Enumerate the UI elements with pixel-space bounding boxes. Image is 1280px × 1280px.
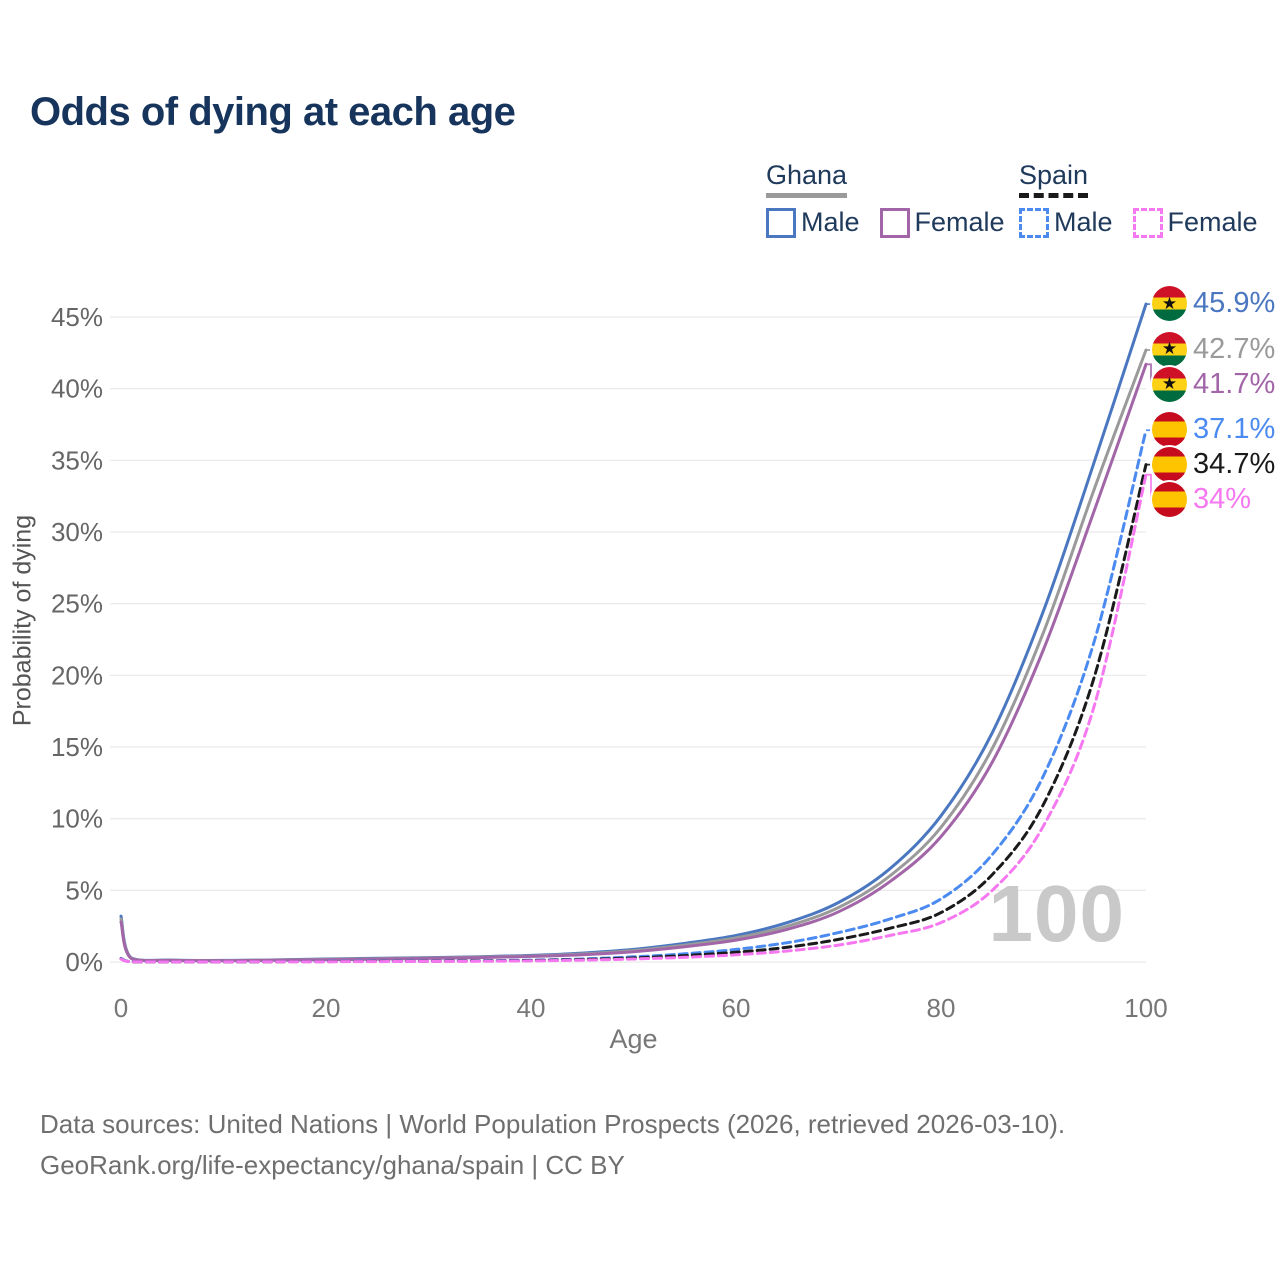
end-label-value: 37.1% <box>1193 413 1276 446</box>
legend-item-spain-female[interactable]: Female <box>1132 207 1258 238</box>
legend-item-label: Male <box>1054 207 1113 237</box>
x-axis-title: Age <box>609 1024 658 1054</box>
legend-item-ghana-female[interactable]: Female <box>879 207 1005 238</box>
end-label-ghana: 42.7% <box>1152 331 1276 367</box>
ghana-flag-icon <box>1152 286 1187 322</box>
end-label-spain-male: 37.1% <box>1152 412 1276 448</box>
ghana-flag-icon <box>1152 366 1187 402</box>
legend-item-label: Male <box>801 207 860 237</box>
x-tick-label: 100 <box>1124 993 1167 1023</box>
y-tick-label: 0% <box>65 947 103 977</box>
legend-swatch-icon <box>1132 207 1163 238</box>
legend-swatch-icon <box>879 207 910 238</box>
end-label-value: 41.7% <box>1193 367 1276 400</box>
y-tick-label: 20% <box>51 660 103 690</box>
y-tick-label: 25% <box>51 589 103 619</box>
x-tick-label: 20 <box>312 993 341 1023</box>
end-label-value: 42.7% <box>1193 332 1276 365</box>
series-line-spain-female <box>119 473 1148 964</box>
y-tick-label: 45% <box>51 302 103 332</box>
end-label-value: 34% <box>1193 483 1252 516</box>
legend-item-label: Female <box>914 207 1005 237</box>
legend-country-spain[interactable]: Spain <box>1019 160 1089 198</box>
y-tick-label: 15% <box>51 732 103 762</box>
age-watermark: 100 <box>988 869 1125 958</box>
spain-flag-icon <box>1152 482 1187 518</box>
legend-group-spain: Spain Male Female <box>1019 160 1258 238</box>
legend-country-ghana[interactable]: Ghana <box>766 160 848 198</box>
y-tick-label: 5% <box>65 875 103 905</box>
end-label-value: 34.7% <box>1193 448 1276 481</box>
x-tick-label: 80 <box>927 993 956 1023</box>
page-title: Odds of dying at each age <box>30 90 516 134</box>
data-sources-text: Data sources: United Nations | World Pop… <box>40 1109 1066 1139</box>
legend-item-spain-male[interactable]: Male <box>1019 207 1113 238</box>
x-tick-label: 60 <box>722 993 751 1023</box>
ghana-flag-icon <box>1152 331 1187 367</box>
end-label-value: 45.9% <box>1193 287 1276 320</box>
legend-item-ghana-male[interactable]: Male <box>766 207 860 238</box>
spain-flag-icon <box>1152 412 1187 448</box>
attribution-text: GeoRank.org/life-expectancy/ghana/spain … <box>40 1150 625 1180</box>
end-label-spain: 34.7% <box>1152 447 1276 483</box>
end-label-spain-female: 34% <box>1152 482 1252 518</box>
x-tick-label: 40 <box>517 993 546 1023</box>
series-line-ghana-male <box>119 302 1148 962</box>
legend-swatch-icon <box>766 207 796 238</box>
y-tick-label: 40% <box>51 374 103 404</box>
y-tick-label: 35% <box>51 445 103 475</box>
end-label-ghana-female: 41.7% <box>1152 366 1276 402</box>
y-tick-label: 30% <box>51 517 103 547</box>
x-tick-label: 0 <box>114 993 128 1023</box>
legend-item-label: Female <box>1167 207 1258 237</box>
spain-flag-icon <box>1152 447 1187 483</box>
footer: Data sources: United Nations | World Pop… <box>40 1104 1065 1186</box>
legend-swatch-icon <box>1019 207 1049 238</box>
y-tick-label: 10% <box>51 804 103 834</box>
legend-group-ghana: Ghana Male Female <box>766 160 1005 238</box>
end-label-ghana-male: 45.9% <box>1152 286 1276 322</box>
